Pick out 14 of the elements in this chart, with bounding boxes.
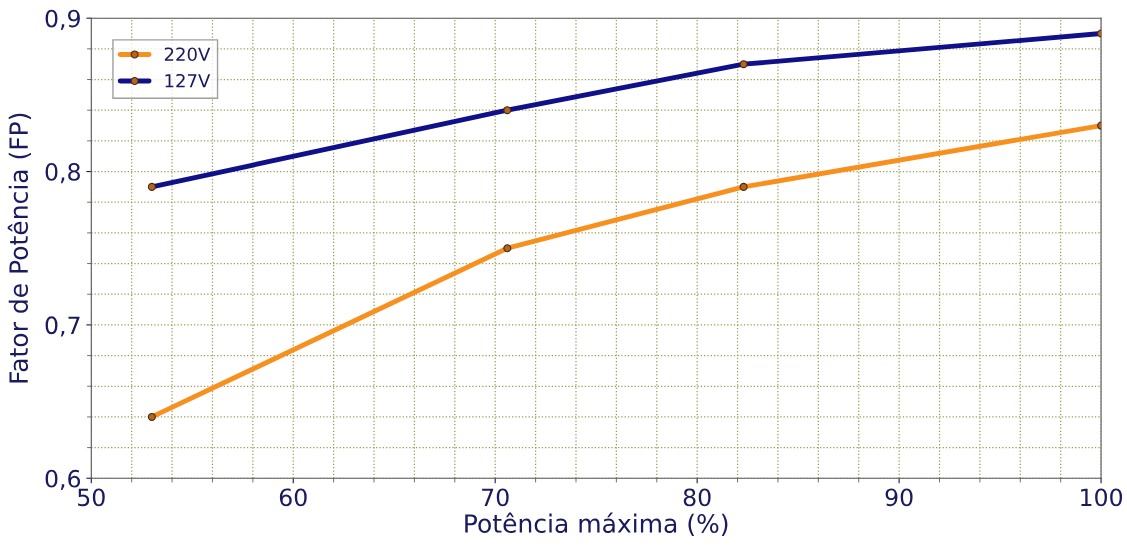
x-axis-title: Potência máxima (%) [465,512,728,536]
x-tick-label: 90 [885,488,913,507]
legend-label: 127V [165,73,211,88]
y-axis-title: Fator de Potência (FP) [7,113,31,383]
x-tick-label: 80 [683,488,711,507]
x-tick-label: 50 [78,488,105,507]
y-tick-label: 0,8 [45,162,80,184]
x-tick-label: 70 [482,488,509,507]
x-tick-label: 100 [1081,488,1123,507]
y-tick-label: 0,9 [45,9,80,30]
x-tick-label: 60 [279,488,307,507]
y-tick-label: 0,7 [45,316,80,337]
y-tick-label: 0,6 [45,469,81,490]
legend-label: 220V [164,47,211,62]
